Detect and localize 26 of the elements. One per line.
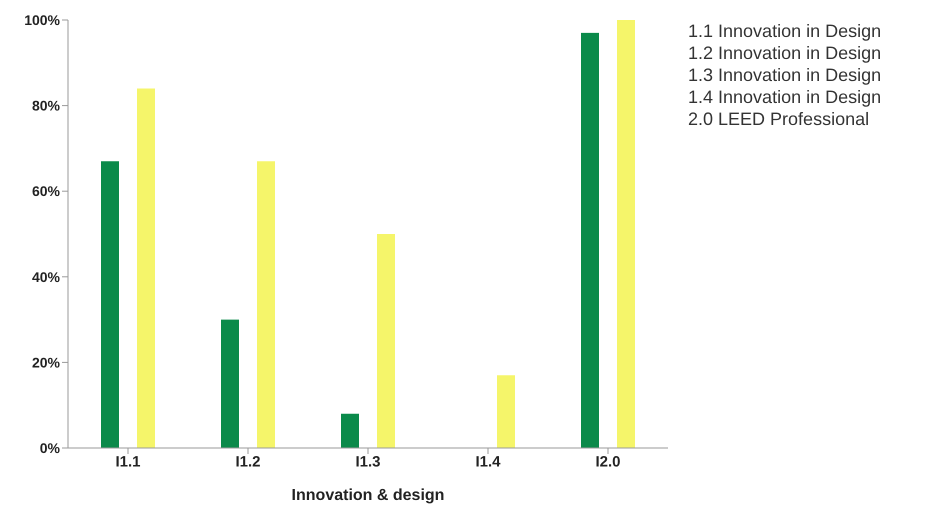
bar xyxy=(377,234,395,448)
bar xyxy=(221,320,239,448)
text: 1.3 Innovation in Design xyxy=(688,64,882,86)
text: 1.1 Innovation in Design xyxy=(688,20,882,42)
bar xyxy=(101,161,119,448)
x-tick-label: I2.0 xyxy=(595,454,621,471)
x-tick-label: I1.1 xyxy=(115,454,141,471)
y-tick-label: 80% xyxy=(32,98,61,114)
bar xyxy=(341,414,359,448)
x-axis-title: Innovation & design xyxy=(292,487,444,504)
bar xyxy=(257,161,275,448)
y-tick-label: 60% xyxy=(32,183,61,200)
bar xyxy=(581,32,599,448)
bar xyxy=(497,375,515,448)
y-tick-label: 0% xyxy=(40,440,61,456)
y-tick-label: 40% xyxy=(32,268,61,285)
bar xyxy=(137,88,155,448)
text: 1.2 Innovation in Design xyxy=(688,42,882,64)
text: 1.4 Innovation in Design xyxy=(688,86,882,108)
text: 2.0 LEED Professional xyxy=(688,108,870,130)
x-tick-label: I1.4 xyxy=(475,454,502,471)
x-tick-label: I1.2 xyxy=(235,454,261,471)
y-tick-label: 20% xyxy=(32,354,61,370)
bar xyxy=(617,20,635,448)
x-tick-label: I1.3 xyxy=(355,454,381,471)
y-tick-label: 100% xyxy=(24,12,61,28)
